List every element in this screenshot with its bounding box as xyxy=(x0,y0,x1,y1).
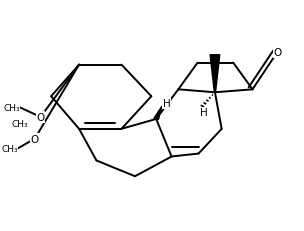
Text: O: O xyxy=(31,134,39,144)
Text: H: H xyxy=(200,108,208,118)
Text: CH₃: CH₃ xyxy=(3,103,20,112)
Polygon shape xyxy=(210,55,220,93)
Text: CH₃: CH₃ xyxy=(12,120,28,129)
Text: O: O xyxy=(273,48,282,58)
Text: H: H xyxy=(163,99,171,109)
Text: O: O xyxy=(11,103,19,112)
Text: O: O xyxy=(273,48,282,58)
Text: O: O xyxy=(31,134,39,144)
Text: CH₃: CH₃ xyxy=(2,144,18,153)
Polygon shape xyxy=(154,107,162,120)
Text: O: O xyxy=(36,112,45,122)
Text: O: O xyxy=(36,112,45,122)
